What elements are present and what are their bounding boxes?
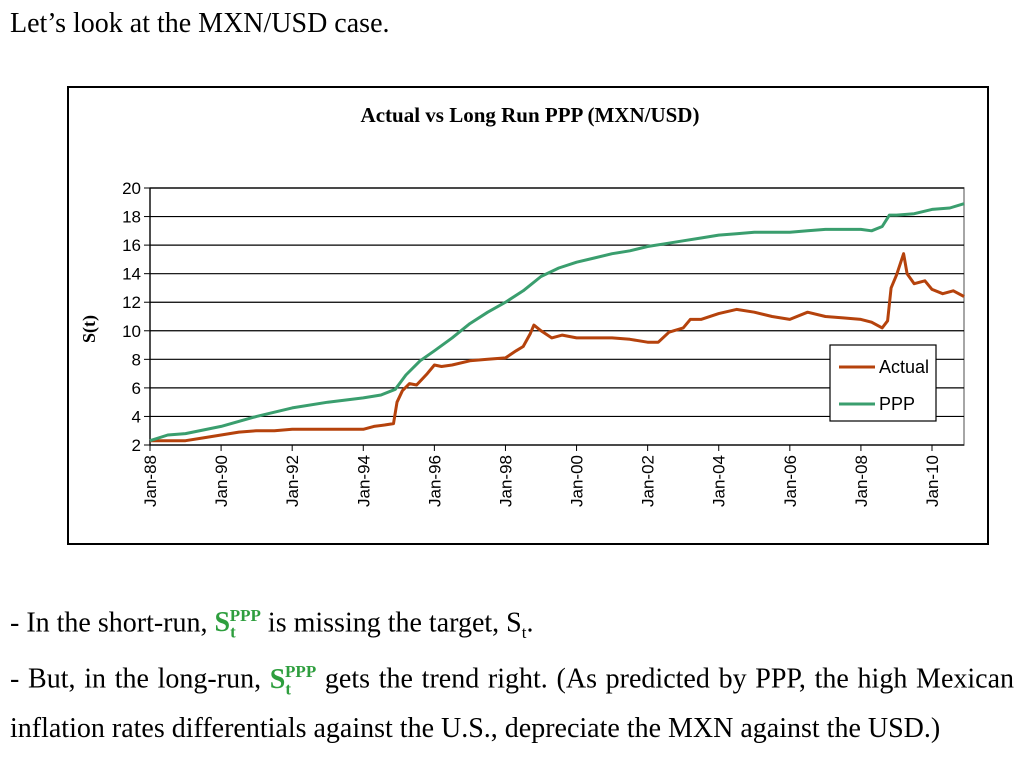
bullet-1-prefix: - In the short-run,	[10, 607, 215, 638]
x-tick-label: Jan-10	[923, 455, 942, 507]
x-tick-label: Jan-90	[212, 455, 231, 507]
chart-title: Actual vs Long Run PPP (MXN/USD)	[361, 103, 700, 127]
bullet-2: - But, in the long-run, StPPP gets the t…	[10, 652, 1014, 748]
y-tick-label: 14	[122, 265, 141, 284]
legend-label-actual: Actual	[879, 357, 929, 377]
y-tick-label: 10	[122, 322, 141, 341]
legend: Actual PPP	[830, 345, 936, 421]
intro-text: Let’s look at the MXN/USD case.	[10, 8, 390, 40]
bullet-points: - In the short-run, StPPP is missing the…	[10, 596, 1014, 748]
x-tick-label: Jan-00	[568, 455, 587, 507]
y-tick-label: 4	[132, 407, 141, 426]
s-ppp-symbol-1: StPPP	[215, 607, 261, 638]
x-tick-label: Jan-88	[141, 455, 160, 507]
y-tick-label: 8	[132, 350, 141, 369]
x-tick-label: Jan-08	[852, 455, 871, 507]
x-tick-label: Jan-02	[639, 455, 658, 507]
y-axis-label: S(t)	[79, 315, 100, 343]
y-tick-label: 18	[122, 208, 141, 227]
bullet-1: - In the short-run, StPPP is missing the…	[10, 596, 1014, 652]
bullet-1-middle: is missing the target, S	[261, 607, 522, 638]
chart-frame: 2 4 6 8 10 12 14 16 18 20 Jan-88 Jan-90 Jan-92 Jan-94…	[67, 86, 989, 545]
y-tick-label: 2	[132, 436, 141, 455]
s-ppp-symbol-2: StPPP	[270, 664, 316, 695]
x-tick-label: Jan-92	[283, 455, 302, 507]
x-tick-label: Jan-98	[496, 455, 515, 507]
y-tick-label: 16	[122, 236, 141, 255]
x-tick-label: Jan-04	[710, 455, 729, 507]
y-tick-label: 20	[122, 179, 141, 198]
y-tick-label: 6	[132, 379, 141, 398]
bullet-2-prefix: - But, in the long-run,	[10, 664, 270, 695]
chart-svg: 2 4 6 8 10 12 14 16 18 20 Jan-88 Jan-90 Jan-92 Jan-94…	[69, 88, 991, 547]
legend-label-ppp: PPP	[879, 394, 915, 414]
y-tick-label: 12	[122, 293, 141, 312]
x-tick-label: Jan-94	[354, 455, 373, 507]
x-tick-label: Jan-96	[425, 455, 444, 507]
x-tick-label: Jan-06	[781, 455, 800, 507]
